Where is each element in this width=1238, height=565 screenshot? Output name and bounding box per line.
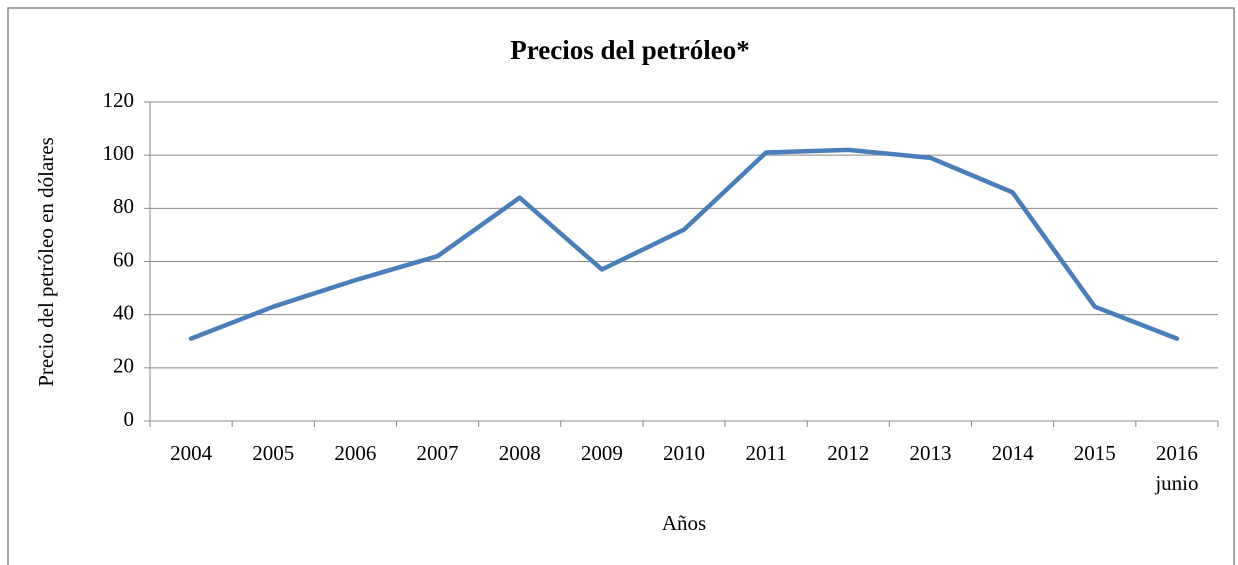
x-tick-label: 2009: [581, 441, 623, 465]
x-tick-label: 2014: [992, 441, 1035, 465]
y-axis-label: Precio del petróleo en dólares: [34, 137, 58, 387]
x-tick-label: 2006: [334, 441, 376, 465]
y-tick-label: 120: [103, 88, 135, 112]
y-tick-label: 60: [113, 247, 134, 271]
x-axis-label: Años: [662, 511, 706, 535]
y-tick-label: 40: [113, 300, 134, 324]
chart-frame: [7, 7, 1235, 565]
x-tick-label: 2013: [909, 441, 951, 465]
x-tick-label: 2012: [827, 441, 869, 465]
x-tick-label: 2007: [417, 441, 459, 465]
chart-title: Precios del petróleo*: [510, 35, 749, 65]
y-tick-label: 0: [124, 407, 135, 431]
x-tick-label: 2015: [1074, 441, 1116, 465]
y-tick-label: 100: [103, 141, 135, 165]
x-tick-label: 2004: [170, 441, 213, 465]
x-tick-label: 2011: [746, 441, 787, 465]
y-tick-label: 80: [113, 194, 134, 218]
x-tick-label: 2010: [663, 441, 705, 465]
x-tick-label: 2008: [499, 441, 541, 465]
line-series: [188, 147, 1180, 341]
y-tick-label: 20: [113, 354, 134, 378]
x-tick-label: 2016 junio: [1154, 441, 1198, 495]
x-tick-label: 2005: [252, 441, 294, 465]
